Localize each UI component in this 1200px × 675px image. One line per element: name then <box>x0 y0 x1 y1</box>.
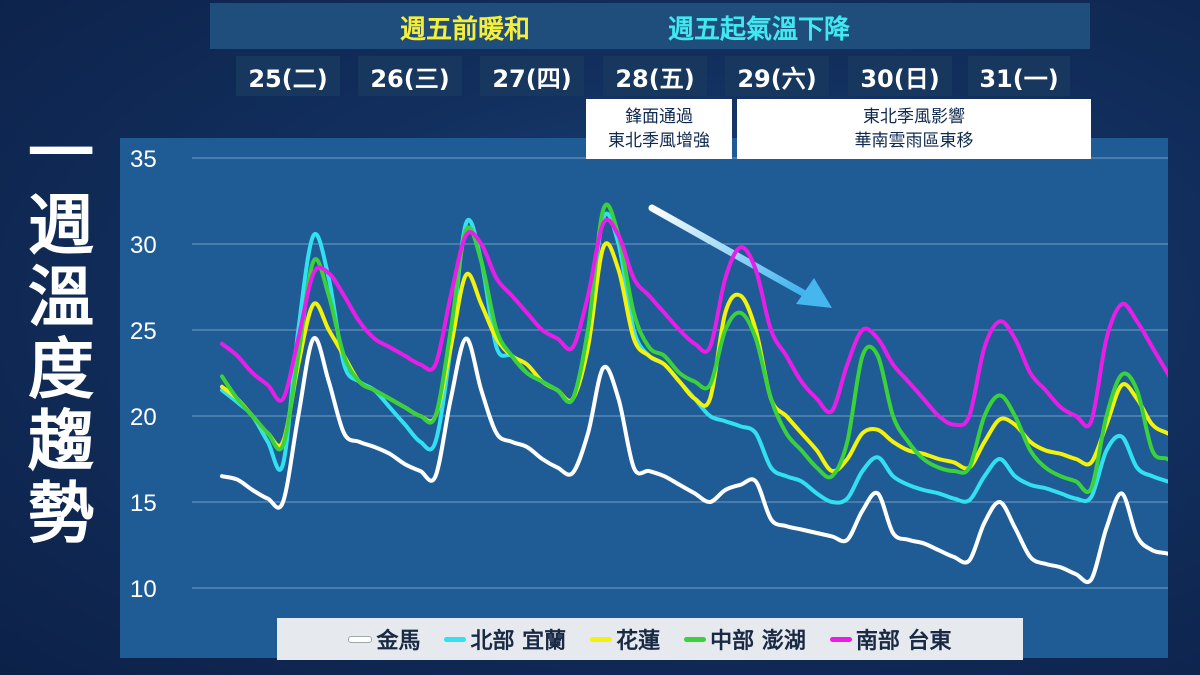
series-line <box>220 336 1168 585</box>
day-label: 29(六) <box>725 56 829 96</box>
legend-item: 中部 澎湖 <box>684 623 806 655</box>
vertical-title: 一 週 溫 度 趨 勢 <box>20 118 102 550</box>
legend-label: 北部 宜蘭 <box>470 629 567 654</box>
y-tick-label: 25 <box>130 318 157 345</box>
day-label: 30(日) <box>848 56 952 96</box>
front-note-line: 東北季風增強 <box>608 131 710 151</box>
legend-swatch <box>829 636 852 642</box>
line-chart: 35 30 25 20 15 10 <box>130 146 1168 603</box>
series-line <box>220 217 1168 429</box>
trend-arrow-icon <box>648 204 809 298</box>
legend-label: 南部 台東 <box>855 629 952 654</box>
day-label: 25(二) <box>236 56 340 96</box>
legend-swatch <box>590 636 613 642</box>
legend-swatch <box>684 636 707 642</box>
legend-item: 花蓮 <box>590 623 660 655</box>
legend-item: 北部 宜蘭 <box>444 623 566 655</box>
day-label: 31(一) <box>968 56 1070 96</box>
monsoon-note-line: 東北季風影響 <box>863 107 965 127</box>
legend-item: 南部 台東 <box>829 623 952 655</box>
monsoon-note: 東北季風影響 華南雲雨區東移 <box>737 99 1091 159</box>
series-line <box>220 211 1168 505</box>
banner-cooling-label: 週五起氣溫下降 <box>668 15 851 45</box>
legend-swatch <box>444 636 467 642</box>
monsoon-note-line: 華南雲雨區東移 <box>854 131 974 151</box>
day-label: 28(五) <box>603 56 707 96</box>
front-note: 鋒面通過 東北季風增強 <box>586 99 732 159</box>
title-char: 度 <box>28 331 94 408</box>
front-note-line: 鋒面通過 <box>625 107 693 127</box>
title-char: 溫 <box>28 259 94 336</box>
day-label: 26(三) <box>358 56 462 96</box>
legend-label: 花蓮 <box>616 629 661 654</box>
chart-legend: 金馬 北部 宜蘭 花蓮 中部 澎湖 南部 台東 <box>277 618 1023 660</box>
series-line <box>220 202 1168 495</box>
day-label: 27(四) <box>480 56 584 96</box>
top-banner: 週五前暖和 週五起氣溫下降 <box>210 3 1090 49</box>
y-tick-label: 30 <box>130 232 157 259</box>
legend-swatch <box>348 635 373 643</box>
legend-item: 金馬 <box>348 623 420 655</box>
title-char: 勢 <box>28 475 94 552</box>
y-tick-label: 35 <box>130 146 157 173</box>
plot-area: 35 30 25 20 15 10 <box>120 138 1168 658</box>
legend-label: 金馬 <box>376 629 421 654</box>
y-tick-label: 20 <box>130 404 157 431</box>
trend-arrow-head-icon <box>796 278 832 308</box>
title-char: 趨 <box>28 403 94 480</box>
y-tick-label: 10 <box>130 576 157 603</box>
y-tick-label: 15 <box>130 490 157 517</box>
title-char: 週 <box>28 187 94 264</box>
legend-label: 中部 澎湖 <box>710 629 806 654</box>
title-char: 一 <box>28 115 94 192</box>
banner-warm-label: 週五前暖和 <box>400 15 531 45</box>
